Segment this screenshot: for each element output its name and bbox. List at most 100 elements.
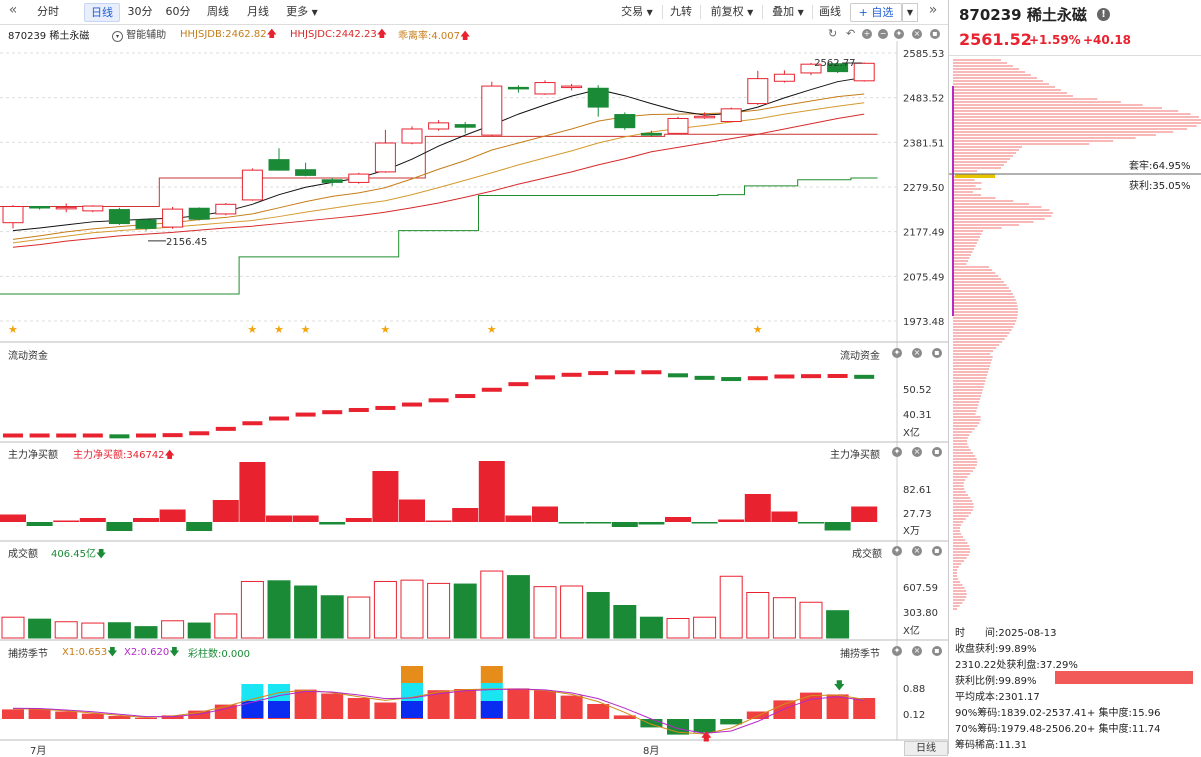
volume-unit-label: X亿 — [903, 624, 920, 637]
season-tick-label: 0.88 — [903, 684, 925, 695]
buy-signal-arrow: 🡅 — [701, 730, 712, 743]
flow-bar — [721, 377, 741, 381]
season-tick-label: 0.12 — [903, 710, 925, 721]
y-tick-label: 2585.53 — [903, 49, 944, 60]
star-marker: ★ — [301, 323, 311, 336]
flow-panel-title: 流动资金 — [8, 347, 48, 362]
volume-bar — [614, 606, 636, 639]
volume-bar — [401, 580, 423, 638]
y-tick-label: 2483.52 — [903, 94, 944, 105]
mainnet-bar — [612, 522, 638, 527]
quote-sidebar: 870239 稀土永磁 ! 2561.52 +1.59% +40.18 套牢:6… — [948, 0, 1201, 754]
flow-bar — [296, 413, 316, 417]
volume-bar — [348, 597, 370, 638]
mainnet-bar — [266, 516, 292, 523]
y-tick-label: 2279.50 — [903, 183, 944, 194]
close-icon[interactable]: × — [912, 646, 922, 656]
flow-bar — [375, 406, 395, 410]
season-bar-count: 彩柱数:0.000 — [188, 645, 250, 660]
flow-bar — [109, 434, 129, 438]
candle-body — [455, 125, 475, 128]
flow-bar — [189, 431, 209, 435]
season-bar — [454, 689, 476, 719]
close-icon[interactable]: × — [912, 348, 922, 358]
mainnet-bar — [718, 520, 744, 523]
low-annotation: 2156.45 — [166, 237, 207, 248]
ma-black-line — [13, 77, 864, 230]
mainnet-unit-label: X万 — [903, 526, 920, 537]
flow-bar — [562, 373, 582, 377]
mainnet-bar — [532, 507, 558, 523]
chip-current-price-bar — [955, 174, 995, 178]
chip-90: 90%筹码:1839.02-2537.41+ 集中度:15.96 — [955, 704, 1160, 719]
candle-body — [429, 123, 449, 129]
flow-bar — [349, 408, 369, 412]
mainnet-bar — [133, 518, 159, 522]
season-panel-title: 捕捞季节 — [8, 645, 48, 660]
mainnet-bar — [638, 522, 664, 525]
mainnet-bar — [346, 518, 372, 522]
volume-bar — [29, 619, 51, 638]
flow-bar — [535, 375, 555, 379]
star-marker: ★ — [753, 323, 763, 336]
mainnet-bar — [771, 512, 797, 523]
close-icon[interactable]: × — [912, 447, 922, 457]
flow-bar — [588, 371, 608, 375]
mainnet-bar — [798, 522, 824, 524]
settings-icon[interactable]: ✦ — [892, 646, 902, 656]
flow-bar — [482, 388, 502, 392]
info-icon[interactable]: ! — [1097, 8, 1110, 21]
arrow-down-icon: 🡇 — [169, 647, 179, 658]
candle-body — [402, 129, 422, 143]
volume-bar — [55, 622, 77, 638]
settings-icon[interactable]: ✦ — [892, 546, 902, 556]
mainnet-bar — [585, 522, 611, 524]
flow-tick-label: 40.31 — [903, 410, 932, 421]
season-blue-bar — [268, 701, 290, 718]
settings-icon[interactable]: ✦ — [892, 348, 902, 358]
chip-time: 时 间:2025-08-13 — [955, 624, 1056, 639]
y-tick-label: 2177.49 — [903, 228, 944, 239]
star-marker: ★ — [380, 323, 390, 336]
season-bar — [853, 698, 875, 719]
candle-body — [854, 63, 874, 81]
maximize-icon[interactable]: ▪ — [932, 348, 942, 358]
volume-bar — [162, 621, 184, 638]
flow-bar — [269, 416, 289, 420]
maximize-icon[interactable]: ▪ — [932, 447, 942, 457]
volume-panel-title: 成交额 — [8, 545, 38, 560]
season-bar — [29, 709, 51, 719]
chip-close-profit: 收盘获利:99.89% — [955, 640, 1037, 655]
season-bar — [561, 696, 583, 719]
flow-bar — [854, 375, 874, 379]
volume-bar — [640, 617, 662, 638]
arrow-down-icon: 🡇 — [96, 549, 106, 560]
flow-bar — [615, 370, 635, 374]
candle-body — [349, 174, 369, 182]
chip-sparse: 筹码稀高:11.31 — [955, 736, 1027, 751]
kline-chart[interactable]: 2585.53 2483.52 2381.51 2279.50 2177.49 2075.… — [0, 0, 948, 754]
mainnet-bar — [452, 508, 478, 522]
candle-body — [562, 86, 582, 88]
mainnet-tick-label: 82.61 — [903, 485, 932, 496]
flow-bar — [3, 433, 23, 437]
x-label-july: 7月 — [30, 742, 46, 757]
maximize-icon[interactable]: ▪ — [932, 546, 942, 556]
settings-icon[interactable]: ✦ — [892, 447, 902, 457]
mainnet-panel-title: 主力净买额 — [8, 446, 58, 461]
flow-bar — [429, 398, 449, 402]
y-tick-label: 1973.48 — [903, 317, 944, 328]
maximize-icon[interactable]: ▪ — [932, 646, 942, 656]
flow-panel-right-title: 流动资金 — [840, 347, 880, 362]
mainnet-value: 主力净买额:346742🡅 — [73, 446, 175, 465]
candle-body — [721, 109, 741, 122]
season-bar — [295, 690, 317, 719]
close-icon[interactable]: × — [912, 546, 922, 556]
season-blue-bar — [481, 701, 503, 718]
star-marker: ★ — [487, 323, 497, 336]
candle-body — [615, 115, 635, 128]
volume-panel-right-title: 成交额 — [852, 545, 882, 560]
x-label-august: 8月 — [643, 742, 659, 757]
flow-bar — [801, 374, 821, 378]
flow-tick-label: 50.52 — [903, 385, 932, 396]
